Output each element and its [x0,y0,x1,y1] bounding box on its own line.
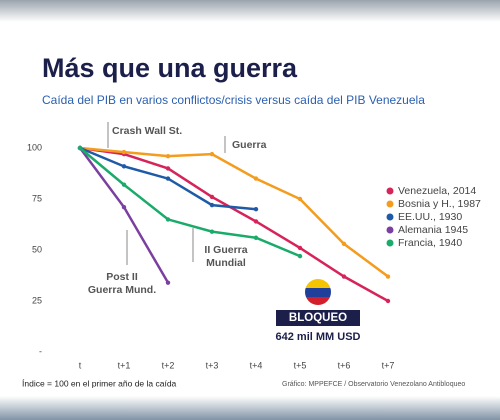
annotation: BLOQUEO [289,312,347,324]
y-tick-label: 25 [32,295,42,305]
series-line [79,146,389,303]
data-point [165,217,171,222]
data-point [341,241,347,247]
x-tick-label: t+3 [206,360,219,370]
series-line [79,147,301,258]
y-tick-label: 100 [27,142,42,152]
data-point [253,176,259,181]
data-point [253,207,259,212]
data-point [77,145,83,151]
data-point [165,166,171,171]
data-point [121,164,127,169]
x-tick-label: t+1 [118,360,131,370]
bottom-band [0,396,500,420]
bloqueo-box [276,310,360,326]
y-tick-label: 50 [32,244,42,254]
data-point [209,151,215,157]
data-point [253,219,259,224]
data-point [341,274,347,279]
data-point [121,149,127,155]
legend-label: Alemania 1945 [398,224,468,236]
data-point [165,280,171,285]
legend-marker [386,226,394,234]
annotation: II Guerra [204,244,247,256]
legend-label: Francia, 1940 [398,237,462,249]
annotation: Guerra Mund. [88,284,156,296]
legend-marker [386,200,394,208]
x-tick-label: t+4 [250,360,263,370]
data-point [209,194,215,200]
x-tick-label: t+5 [294,360,307,370]
data-point [297,196,303,202]
data-point [385,274,391,279]
x-tick-label: t+7 [382,360,395,370]
legend-label: Bosnia y H., 1987 [398,198,481,210]
annotation: Post II [106,271,138,283]
y-tick-label: - [39,346,42,356]
data-point [165,153,171,159]
legend-marker [386,239,394,247]
legend-marker [386,187,394,195]
data-point [297,245,303,251]
data-point [209,202,215,208]
data-point [121,204,127,210]
legend-label: EE.UU., 1930 [398,211,462,223]
x-tick-label: t [79,360,82,370]
footnote: Índice = 100 en el primer año de la caíd… [22,378,177,388]
data-point [297,253,303,259]
y-tick-label: 75 [32,193,42,203]
top-band [0,0,500,22]
data-point [253,235,259,240]
x-tick-label: t+2 [162,360,175,370]
chart-subtitle: Caída del PIB en varios conflictos/crisi… [42,93,425,107]
annotation: Guerra [232,139,267,151]
data-point [121,182,127,187]
legend-marker [386,213,394,221]
chart-title: Más que una guerra [42,53,298,83]
annotation: Mundial [206,257,246,269]
data-point [165,176,171,181]
x-tick-label: t+6 [338,360,351,370]
flag [305,279,331,305]
series-line [79,146,389,278]
legend-label: Venezuela, 2014 [398,185,476,197]
source: Gráfico: MPPEFCE / Observatorio Venezola… [282,381,465,388]
annotation: 642 mil MM USD [276,331,361,343]
data-point [385,298,391,304]
data-point [209,229,215,234]
annotation: Crash Wall St. [112,125,182,137]
